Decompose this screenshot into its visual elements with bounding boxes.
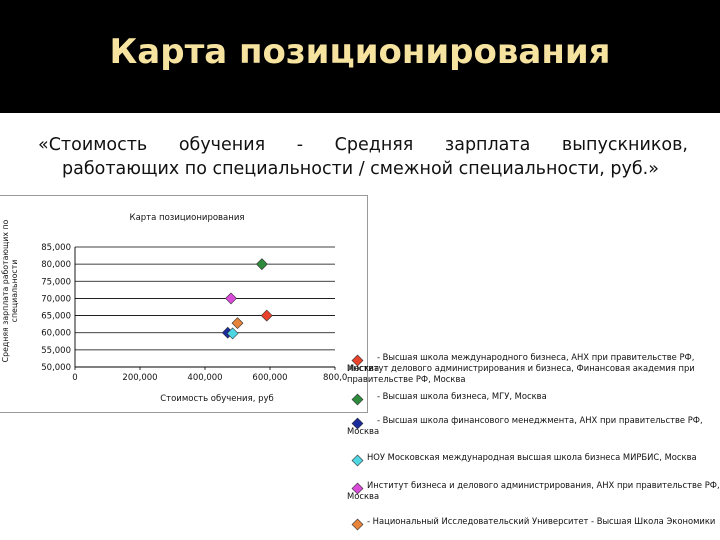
legend-marker [351,354,364,367]
legend-label: Институт бизнеса и делового администриро… [347,480,720,501]
legend-marker [351,417,364,430]
legend-entry: - Высшая школа финансового менеджмента, … [347,415,720,437]
chart-title: Карта позиционирования [130,213,245,223]
x-tick-label: 600,000 [252,373,287,383]
y-tick-label: 55,000 [41,346,71,356]
legend-label: - Высшая школа бизнеса, МГУ, Москва [377,391,547,401]
legend-entry: - Высшая школа международного бизнеса, А… [347,352,720,374]
legend-entry: Институт бизнеса и делового администриро… [347,480,720,502]
chart-frame: Карта позиционирования Средняя зарплата … [0,195,368,413]
legend-label: НОУ Московская международная высшая школ… [367,452,697,462]
scatter-chart: Карта позиционирования Средняя зарплата … [1,213,347,404]
legend-entry: НОУ Московская международная высшая школ… [347,452,720,467]
legend-marker [351,518,364,531]
y-tick-label: 85,000 [41,243,71,253]
y-tick-label: 50,000 [41,363,71,373]
legend-marker [351,393,364,406]
data-point [260,309,273,322]
legend-marker [351,454,364,467]
data-point [255,258,268,271]
y-tick-label: 80,000 [41,260,71,270]
legend-entry: Институт делового администрирования и би… [347,363,720,385]
x-tick-label: 400,000 [187,373,222,383]
subtitle-line-2: работающих по специальности / смежной сп… [62,159,659,179]
y-tick-label: 75,000 [41,277,71,287]
y-tick-label: 65,000 [41,312,71,322]
grid-layer [75,246,335,351]
legend-entry: - Высшая школа бизнеса, МГУ, Москва [347,391,720,406]
data-point [231,317,244,330]
x-axis-label: Стоимость обучения, руб [160,394,274,404]
legend-entry: - Национальный Исследовательский Универс… [347,516,720,531]
tick-layer: 85,000 80,000 75,000 70,000 65,000 60,000 55,0… [41,243,347,383]
y-axis-label: Средняя зарплата работающих поспециально… [1,219,19,362]
axis-layer [74,247,335,368]
data-point [226,327,239,340]
legend-label: - Высшая школа международного бизнеса, А… [347,352,695,373]
y-tick-label: 70,000 [41,294,71,304]
x-tick-label: 200,000 [122,373,157,383]
x-tick-label: 0 [72,373,77,383]
data-point [225,292,237,305]
legend-label: - Высшая школа финансового менеджмента, … [347,415,703,436]
point-layer [221,258,273,340]
title-bar [0,0,720,113]
legend-label: Институт делового администрирования и би… [347,363,695,384]
subtitle-line-1: «Стоимость обучения - Средняя зарплата в… [38,135,688,155]
legend-label: - Национальный Исследовательский Универс… [367,516,716,526]
slide-title: Карта позиционирования [109,32,611,72]
legend-marker [351,482,364,495]
slide-subtitle: «Стоимость обучения - Средняя зарплата в… [38,133,688,181]
x-tick-label: 800,0 [323,373,347,383]
y-tick-label: 60,000 [41,329,71,339]
